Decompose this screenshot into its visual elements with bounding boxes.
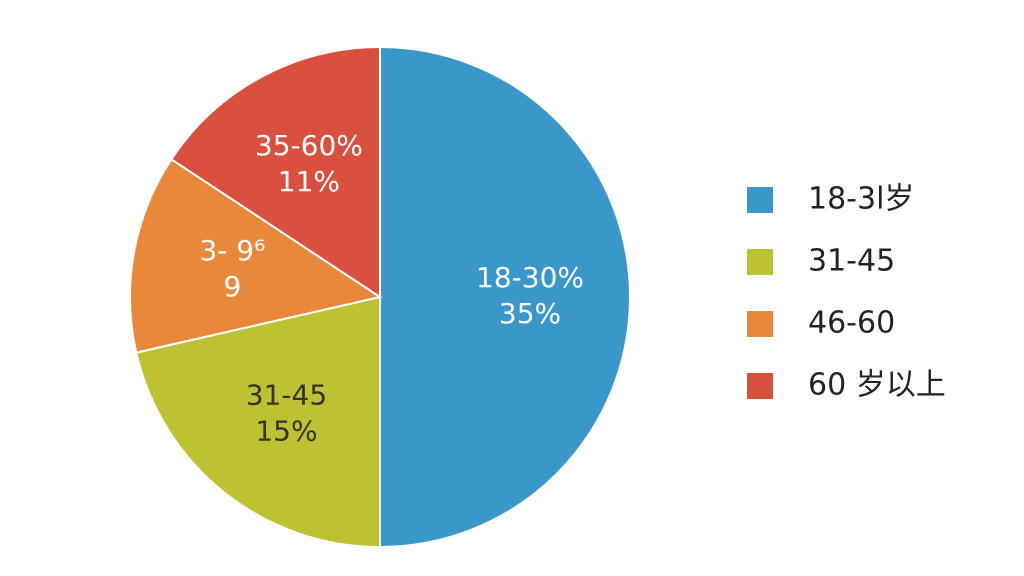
legend-swatch [747,373,773,399]
slice-label: 18-30% [476,261,584,294]
pie-slice [379,45,631,549]
legend-label: 31-45 [808,244,895,279]
slice-label: 35-60% [255,129,363,162]
legend-label: 46-60 [808,306,895,341]
legend-swatch [747,311,773,337]
slice-label: 31-45 [246,378,327,411]
slice-value-label: 11% [278,165,340,198]
pie-slice [129,157,383,354]
pie-slice [169,45,381,299]
slice-label: 3- 9⁶ [199,234,265,267]
legend-label: 60 岁以上 [808,368,946,403]
slice-value-label: 9 [223,270,241,303]
slice-value-label: 35% [499,297,561,330]
pie-slice [135,295,381,549]
legend-swatch [747,249,773,275]
slice-value-label: 15% [255,414,317,447]
legend-swatch [747,187,773,213]
legend-label: 18-3l岁 [808,182,914,217]
